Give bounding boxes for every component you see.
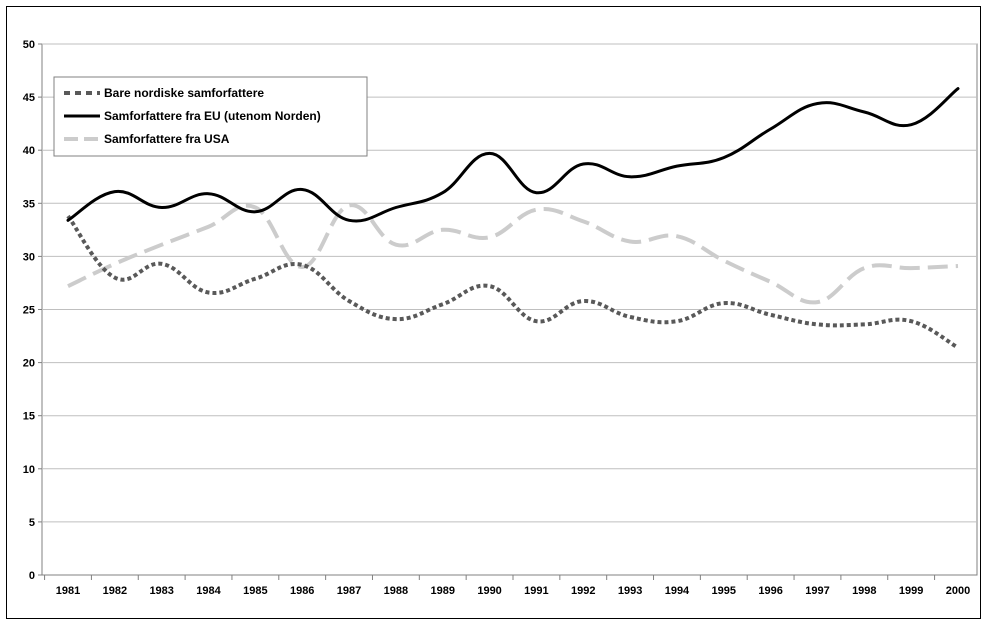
legend-label-2: Samforfattere fra EU (utenom Norden): [104, 109, 321, 123]
y-tick-label: 25: [23, 305, 35, 317]
x-tick-label: 1990: [477, 585, 501, 597]
x-tick-label: 1998: [852, 585, 876, 597]
x-tick-label: 1997: [805, 585, 829, 597]
x-tick-label: 1989: [430, 585, 454, 597]
y-tick-label: 15: [23, 411, 35, 423]
y-tick-label: 5: [29, 517, 35, 529]
x-axis-ticks: 1981 1982 1983 1984 1985 1986 1987 1988 1989 1990…: [44, 575, 970, 597]
x-tick-label: 1987: [337, 585, 361, 597]
x-tick-label: 1995: [712, 585, 736, 597]
y-tick-label: 30: [23, 251, 35, 263]
x-tick-label: 1983: [149, 585, 173, 597]
x-tick-label: 1984: [196, 585, 221, 597]
x-tick-label: 1993: [618, 585, 642, 597]
legend-box: [53, 76, 368, 157]
gridlines: [42, 43, 977, 523]
y-tick-label: 0: [29, 570, 35, 582]
x-tick-label: 1985: [243, 585, 267, 597]
x-tick-label: 2000: [946, 585, 970, 597]
y-axis-ticks: 0 5 10 15 20 25 30 35 40 45 50: [23, 39, 42, 582]
x-tick-label: 1992: [571, 585, 595, 597]
x-tick-label: 1991: [524, 585, 548, 597]
x-tick-label: 1996: [758, 585, 782, 597]
y-tick-label: 40: [23, 145, 35, 157]
series-lines: [66, 87, 960, 350]
x-tick-label: 1982: [103, 585, 127, 597]
x-tick-label: 1986: [290, 585, 314, 597]
legend-label-3: Samforfattere fra USA: [104, 132, 230, 146]
x-tick-label: 1999: [899, 585, 923, 597]
x-tick-label: 1994: [665, 585, 690, 597]
series-line-2: [66, 87, 960, 223]
y-tick-label: 10: [23, 464, 35, 476]
legend: Bare nordiske samforfattere Samforfattere…: [53, 76, 368, 157]
y-tick-label: 45: [23, 92, 35, 104]
y-tick-label: 50: [23, 39, 35, 51]
x-tick-label: 1988: [384, 585, 408, 597]
x-tick-label: 1981: [56, 585, 80, 597]
y-tick-label: 35: [23, 198, 35, 210]
y-tick-label: 20: [23, 358, 35, 370]
series-line-1: [66, 214, 960, 350]
series-line-3: [67, 203, 959, 305]
legend-label-1: Bare nordiske samforfattere: [104, 86, 264, 100]
